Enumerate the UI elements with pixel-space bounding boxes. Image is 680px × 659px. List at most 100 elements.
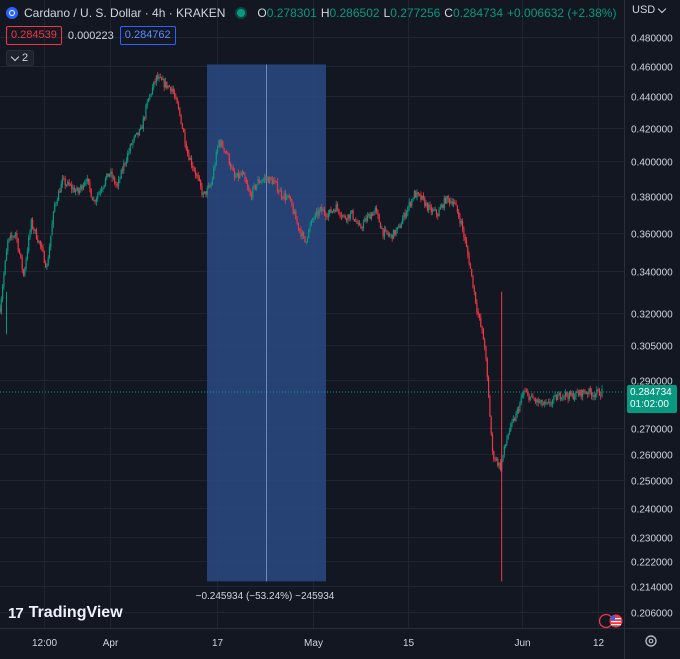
- candle-body: [150, 94, 152, 95]
- sell-price-button[interactable]: 0.284539: [6, 26, 62, 45]
- candle-body: [352, 210, 354, 220]
- symbol-title[interactable]: Cardano / U. S. Dollar · 4h · KRAKEN: [24, 6, 226, 20]
- candle-body: [201, 186, 203, 195]
- candle-body: [478, 314, 481, 318]
- candle-body: [490, 416, 492, 435]
- x-tick-label: Jun: [514, 638, 530, 649]
- candle-body: [369, 214, 371, 220]
- candle-body: [193, 168, 195, 171]
- candle-body: [387, 233, 389, 236]
- candle-body: [356, 221, 358, 224]
- candle-body: [472, 275, 474, 288]
- candle-body: [300, 229, 302, 237]
- candle-body: [180, 114, 182, 125]
- candle-body: [587, 392, 589, 395]
- candle-body: [253, 185, 255, 188]
- candle-body: [159, 76, 161, 78]
- candle-body: [420, 194, 422, 200]
- indicators-count: 2: [22, 52, 29, 64]
- close-value: 0.284734: [452, 6, 504, 20]
- candle-body: [82, 185, 84, 189]
- candle-body: [158, 76, 160, 79]
- candle-body: [532, 395, 534, 399]
- candle-body: [24, 268, 26, 276]
- currency-label: USD: [632, 4, 656, 16]
- candle-body: [370, 213, 372, 220]
- candle-body: [583, 389, 585, 393]
- candle-body: [534, 399, 537, 402]
- candle-body: [306, 237, 309, 242]
- candle-body: [538, 402, 541, 403]
- candle-body: [128, 151, 130, 154]
- candle-body: [419, 194, 421, 195]
- candle-body: [493, 451, 495, 459]
- candle-body: [437, 214, 439, 217]
- buy-price-button[interactable]: 0.284762: [119, 26, 176, 45]
- candle-body: [304, 236, 306, 243]
- candle-body: [438, 209, 440, 217]
- y-tick-label: 0.480000: [631, 34, 673, 45]
- candle-body: [112, 177, 114, 179]
- candle-body: [541, 400, 543, 406]
- high-value: 0.286502: [329, 6, 380, 20]
- candle-body: [334, 210, 336, 212]
- candle-body: [462, 221, 464, 230]
- candle-body: [269, 177, 271, 183]
- candle-body: [331, 211, 333, 213]
- candle-body: [257, 179, 259, 185]
- candle-body: [514, 418, 516, 421]
- candle-body: [561, 398, 563, 400]
- candle-body: [333, 210, 335, 211]
- price-axis[interactable]: 0.480000 0.460000 0.440000 0.420000 0.400000…: [631, 34, 673, 620]
- candle-body: [357, 222, 359, 224]
- candle-body: [512, 418, 514, 422]
- candle-body: [317, 211, 319, 216]
- candle-body: [451, 201, 453, 205]
- candle-body: [551, 400, 554, 405]
- indicators-toggle[interactable]: 2: [6, 50, 35, 66]
- y-tick-label: 0.305000: [631, 342, 673, 353]
- candle-body: [597, 389, 599, 391]
- candle-body: [204, 191, 206, 194]
- candle-body: [550, 404, 552, 405]
- events-flags-icon[interactable]: [597, 613, 629, 629]
- candle-body: [78, 189, 81, 193]
- candle-body: [292, 205, 294, 214]
- candle-body: [430, 206, 432, 213]
- x-tick-label: Apr: [103, 638, 119, 649]
- candle-body: [147, 98, 150, 103]
- candle-body: [22, 269, 25, 276]
- candle-body: [48, 246, 51, 259]
- candle-body: [12, 236, 14, 238]
- candle-body: [81, 185, 83, 189]
- candle-body: [241, 172, 243, 175]
- candle-body: [361, 227, 363, 229]
- candle-body: [118, 179, 120, 186]
- candle-body: [455, 203, 457, 206]
- candle-body: [546, 402, 548, 404]
- tradingview-logo[interactable]: 17 TradingView: [8, 604, 123, 622]
- candle-body: [528, 393, 530, 401]
- candle-body: [222, 141, 224, 148]
- candle-body: [392, 229, 395, 239]
- gear-icon[interactable]: [644, 634, 658, 648]
- candle-body: [596, 389, 598, 395]
- candle-body: [189, 158, 191, 160]
- candle-body: [124, 163, 126, 165]
- candle-body: [588, 388, 590, 395]
- candle-body: [164, 81, 167, 88]
- candle-body: [65, 185, 68, 186]
- candle-body: [481, 326, 483, 330]
- candle-body: [600, 395, 602, 397]
- candle-body: [38, 241, 40, 243]
- currency-selector[interactable]: USD: [632, 4, 667, 16]
- candle-body: [213, 168, 215, 179]
- candle-body: [589, 388, 591, 392]
- candle-body: [593, 395, 595, 397]
- candle-body: [80, 185, 82, 190]
- candle-body: [441, 204, 443, 208]
- time-axis[interactable]: 12:00 Apr 17 May 15 Jun 12: [32, 638, 605, 649]
- candle-body: [338, 208, 340, 214]
- candle-body: [485, 347, 487, 360]
